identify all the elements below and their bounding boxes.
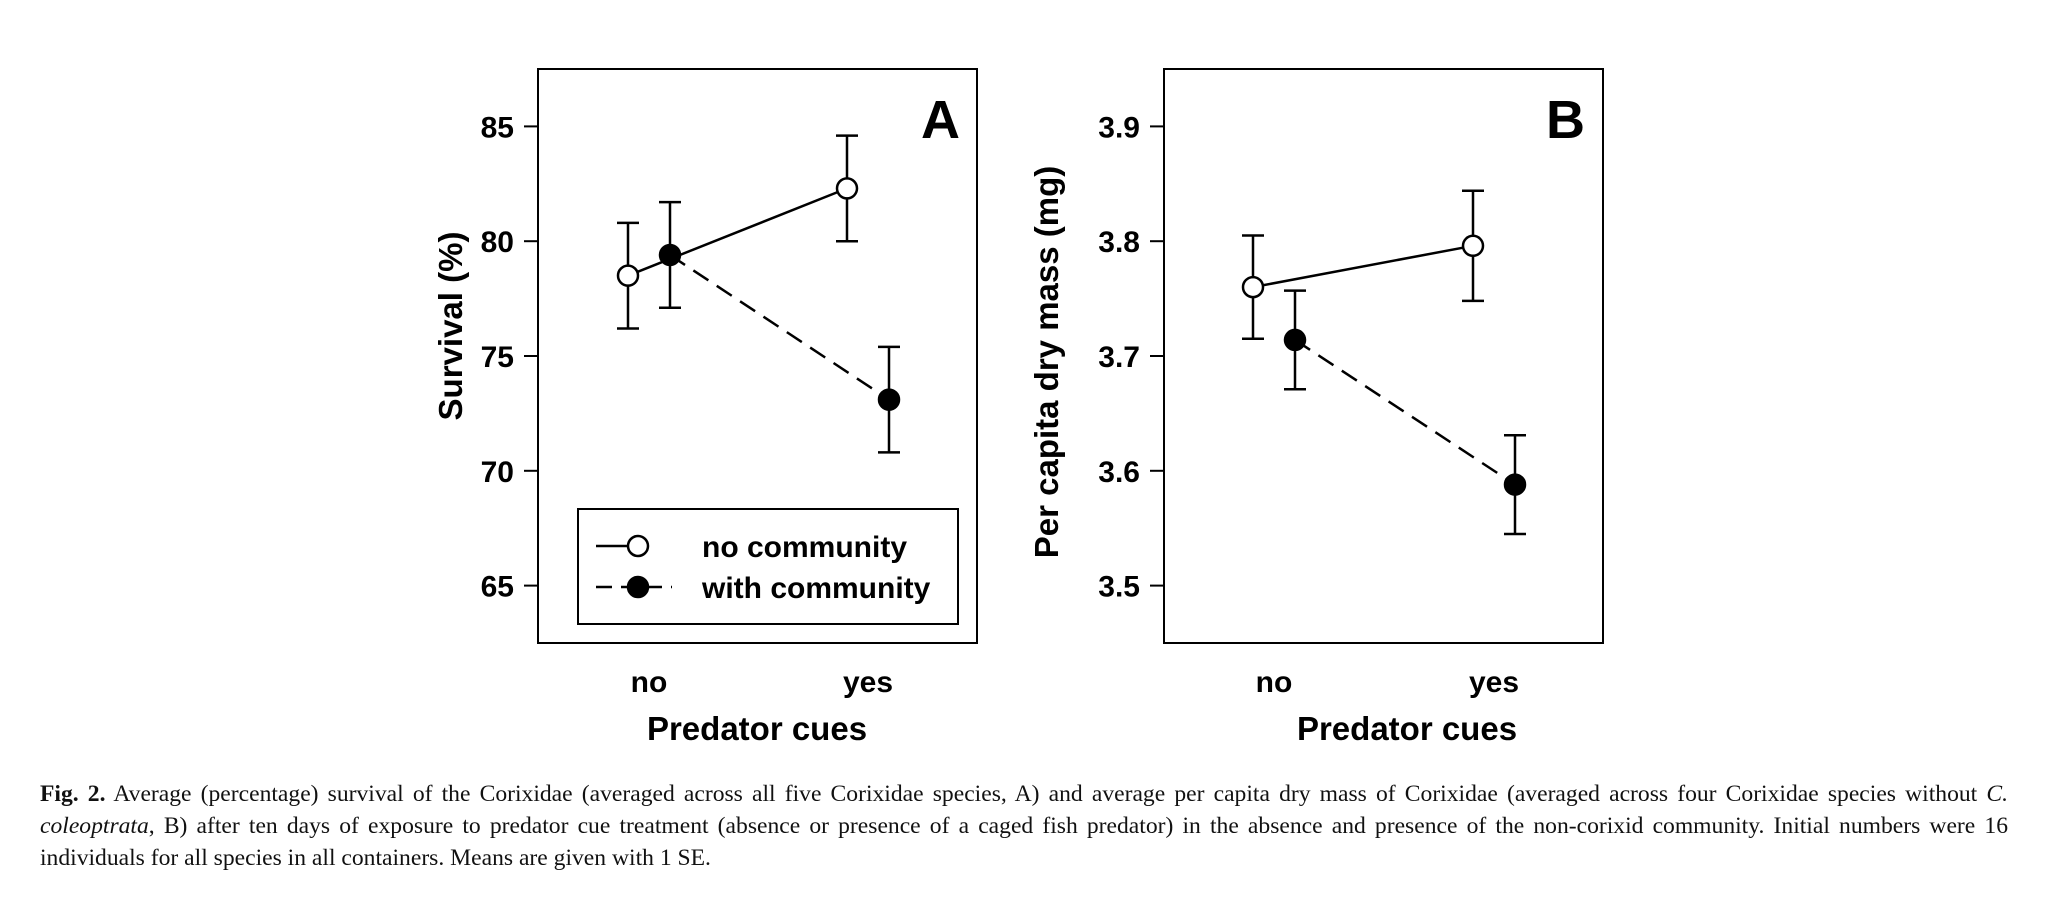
panel-b-x-axis-label: Predator cues [1297, 710, 1517, 747]
panel-b-ticks: 3.5 3.6 3.7 3.8 3.9 no yes [1098, 111, 1519, 699]
panel-b-letter: B [1546, 90, 1585, 150]
data-point-with-community [877, 388, 901, 411]
panel-a-y-tick-label: 85 [481, 111, 514, 144]
panel-a-y-tick-label: 65 [481, 571, 514, 604]
panel-a-x-axis-label: Predator cues [647, 710, 867, 747]
panel-b-y-tick-label: 3.5 [1098, 571, 1140, 604]
panel-a-y-tick-label: 70 [481, 456, 514, 489]
panel-a-x-tick-label: yes [843, 666, 893, 699]
legend-label-no-community: no community [702, 531, 907, 564]
panel-a: A Survival (%) Predator cues 65 70 75 80 85 n… [432, 68, 978, 747]
panel-b-y-axis-label: Per capita dry mass (mg) [1028, 166, 1065, 559]
caption-species: C. coleoptrata [40, 781, 2008, 839]
series-line-with-community [669, 253, 890, 401]
panel-a-x-tick-label: no [631, 666, 668, 699]
panel-b-y-tick-label: 3.6 [1098, 456, 1140, 489]
caption-label: Fig. 2. [40, 781, 106, 807]
legend-marker-no-community [626, 534, 650, 558]
data-point-no-community [616, 264, 640, 287]
figure-panels: A Survival (%) Predator cues 65 70 75 80 85 n… [432, 68, 1604, 747]
legend-label-with-community: with community [701, 572, 931, 605]
panel-b-x-tick-label: yes [1469, 666, 1519, 699]
panel-a-y-tick-label: 80 [481, 226, 514, 259]
data-point-with-community [1503, 473, 1527, 496]
panel-b-frame [1163, 68, 1604, 644]
panel-b-y-tick-label: 3.7 [1098, 341, 1140, 374]
caption-text-after: , B) after ten days of exposure to preda… [40, 813, 2008, 871]
panel-a-marks [616, 134, 901, 454]
legend: no community with community [577, 508, 959, 625]
data-point-no-community [1241, 275, 1265, 299]
panel-a-y-tick-label: 75 [481, 341, 514, 374]
panel-b-marks [1241, 189, 1527, 536]
panel-b-x-tick-label: no [1256, 666, 1293, 699]
panel-b-y-tick-label: 3.9 [1098, 111, 1140, 144]
legend-marker-with-community [626, 575, 650, 599]
panel-a-letter: A [921, 90, 960, 150]
data-point-with-community [1283, 328, 1307, 352]
series-line-with-community [1294, 338, 1516, 486]
data-point-no-community [1461, 234, 1485, 258]
panel-b-y-tick-label: 3.8 [1098, 226, 1140, 259]
legend-box [577, 508, 959, 625]
data-point-with-community [658, 243, 682, 267]
panel-a-ticks: 65 70 75 80 85 no yes [481, 111, 893, 699]
series-line-no-community [1252, 244, 1474, 289]
figure-caption: Fig. 2. Average (percentage) survival of… [40, 778, 2008, 874]
caption-text-before: Average (percentage) survival of the Cor… [113, 781, 1987, 807]
data-point-no-community [835, 177, 859, 200]
panel-a-y-axis-label: Survival (%) [432, 232, 469, 421]
panel-b: B Per capita dry mass (mg) Predator cues… [1028, 68, 1604, 747]
